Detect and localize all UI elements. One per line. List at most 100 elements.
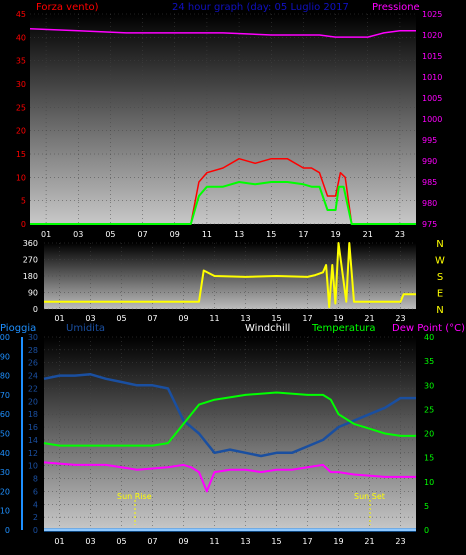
humidity-tick-label: 28 [28, 346, 38, 355]
x-tick-label-bottom: 23 [395, 537, 405, 546]
rain-tick-label: 0 [5, 526, 10, 535]
x-tick-label-bottom: 03 [85, 537, 95, 546]
humidity-tick-label: 22 [28, 384, 38, 393]
wind-speed-tick-label: 25 [16, 103, 26, 112]
wind-speed-tick-label: 30 [16, 80, 26, 89]
x-tick-label-mid: 23 [395, 314, 405, 323]
x-tick-label-top: 09 [170, 230, 180, 239]
x-tick-label-mid: 19 [333, 314, 343, 323]
rain-tick-label: 50 [0, 430, 10, 439]
rain-tick-label: 30 [0, 468, 10, 477]
x-tick-label-top: 17 [298, 230, 308, 239]
humidity-tick-label: 0 [33, 526, 38, 535]
rain-tick-label: 10 [0, 507, 10, 516]
pressure-tick-label: 985 [422, 178, 437, 187]
temperature-tick-label: 25 [424, 405, 434, 414]
temperature-tick-label: 30 [424, 381, 434, 390]
temperature-tick-label: 10 [424, 478, 434, 487]
x-tick-label-bottom: 21 [364, 537, 374, 546]
pressure-tick-label: 1005 [422, 94, 442, 103]
x-tick-label-mid: 17 [302, 314, 312, 323]
temperature-tick-label: 35 [424, 357, 434, 366]
wind-dir-tick-label: 90 [28, 289, 38, 298]
compass-label: E [437, 289, 443, 300]
chart-title: 24 hour graph (day: 05 Luglio 2017 [172, 2, 349, 13]
x-tick-label-top: 23 [395, 230, 405, 239]
rain-tick-label: 20 [0, 487, 10, 496]
dewpoint-line [43, 461, 416, 493]
x-tick-label-mid: 05 [116, 314, 126, 323]
rain-tick-label: 70 [0, 391, 10, 400]
dewpoint-label: Dew Point (°C) [392, 323, 465, 334]
humidity-tick-label: 12 [28, 449, 38, 458]
compass-label: S [437, 272, 443, 283]
pressure-tick-label: 1020 [422, 31, 442, 40]
x-tick-label-top: 19 [330, 230, 340, 239]
rain-tick-label: 90 [0, 352, 10, 361]
pressure-tick-label: 1015 [422, 52, 442, 61]
wind-speed-tick-label: 35 [16, 57, 26, 66]
pressure-line [29, 27, 416, 38]
bottom-plot-area [44, 337, 416, 530]
x-tick-label-top: 01 [41, 230, 51, 239]
humidity-tick-label: 14 [28, 436, 38, 445]
wind-dir-tick-label: 0 [33, 305, 38, 314]
x-tick-label-bottom: 19 [333, 537, 343, 546]
wind-direction-line [44, 242, 416, 309]
top-plot-area [30, 14, 416, 224]
temperature-label: Temperatura [311, 323, 376, 334]
pressure-tick-label: 1000 [422, 115, 442, 124]
wind-speed-tick-label: 40 [16, 33, 26, 42]
humidity-tick-label: 2 [33, 513, 38, 522]
x-tick-label-bottom: 17 [302, 537, 312, 546]
humidity-tick-label: 4 [33, 500, 38, 509]
x-tick-label-top: 13 [234, 230, 244, 239]
wind-speed-tick-label: 10 [16, 173, 26, 182]
humidity-tick-label: 8 [33, 475, 38, 484]
wind-speed-line [30, 181, 416, 225]
x-tick-label-bottom: 13 [240, 537, 250, 546]
wind-speed-tick-label: 20 [16, 127, 26, 136]
temperature-tick-label: 5 [424, 502, 429, 511]
humidity-axis-label: Umidita [66, 323, 105, 334]
wind-speed-tick-label: 45 [16, 10, 26, 19]
compass-label: N [436, 305, 443, 316]
x-tick-label-mid: 07 [147, 314, 157, 323]
pressure-tick-label: 980 [422, 199, 437, 208]
humidity-tick-label: 16 [28, 423, 38, 432]
pressure-tick-label: 1010 [422, 73, 442, 82]
rain-tick-label: 60 [0, 410, 10, 419]
x-tick-label-top: 11 [202, 230, 212, 239]
wind-dir-tick-label: 180 [23, 272, 38, 281]
temperature-line [43, 391, 416, 447]
compass-label: W [435, 256, 445, 267]
rain-tick-label: 100 [0, 333, 10, 342]
wind-speed-tick-label: 0 [21, 220, 26, 229]
rain-tick-label: 40 [0, 449, 10, 458]
x-tick-label-top: 15 [266, 230, 276, 239]
x-tick-label-top: 07 [137, 230, 147, 239]
humidity-tick-label: 30 [28, 333, 38, 342]
compass-label: N [436, 239, 443, 250]
temperature-tick-label: 20 [424, 430, 434, 439]
rain-axis-label: Pioggia [0, 323, 36, 334]
humidity-tick-label: 24 [28, 372, 38, 381]
humidity-line [43, 373, 416, 458]
temperature-tick-label: 40 [424, 333, 434, 342]
humidity-tick-label: 6 [33, 487, 38, 496]
x-tick-label-mid: 09 [178, 314, 188, 323]
pressure-tick-label: 975 [422, 220, 437, 229]
x-tick-label-bottom: 05 [116, 537, 126, 546]
x-tick-label-bottom: 07 [147, 537, 157, 546]
pressure-tick-label: 1025 [422, 10, 442, 19]
pressure-axis-label: Pressione [372, 2, 420, 13]
x-tick-label-mid: 21 [364, 314, 374, 323]
x-tick-label-mid: 03 [85, 314, 95, 323]
wind-speed-tick-label: 15 [16, 150, 26, 159]
temperature-tick-label: 0 [424, 526, 429, 535]
x-tick-label-mid: 11 [209, 314, 219, 323]
x-tick-label-top: 21 [363, 230, 373, 239]
x-tick-label-bottom: 15 [271, 537, 281, 546]
x-tick-label-bottom: 09 [178, 537, 188, 546]
